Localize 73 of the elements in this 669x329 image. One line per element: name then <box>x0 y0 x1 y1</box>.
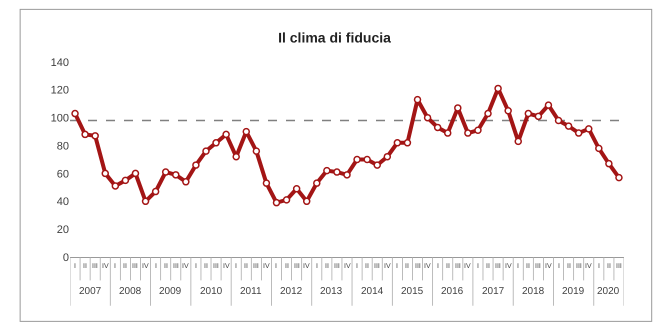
point <box>132 170 140 178</box>
point <box>524 110 532 118</box>
point <box>534 112 542 120</box>
point <box>262 179 270 187</box>
point <box>554 116 562 124</box>
y-tick-label: 140 <box>50 56 69 69</box>
text: 2012 <box>280 286 303 297</box>
point <box>615 174 623 182</box>
point <box>484 110 492 118</box>
point <box>424 114 432 122</box>
y-tick-label: 0 <box>62 252 69 264</box>
point <box>172 171 180 179</box>
point <box>464 129 472 137</box>
point <box>252 147 260 155</box>
point <box>142 198 150 206</box>
point <box>363 156 371 164</box>
point <box>182 178 190 186</box>
y-tick-label: 100 <box>50 112 69 125</box>
point <box>353 156 361 164</box>
text: 2017 <box>482 286 505 297</box>
point <box>272 198 280 206</box>
point <box>504 107 512 114</box>
point <box>474 126 482 134</box>
point <box>212 139 220 147</box>
point <box>333 168 341 176</box>
point <box>343 171 351 179</box>
text: 2010 <box>200 286 223 297</box>
point <box>414 96 422 104</box>
point <box>112 182 120 190</box>
point <box>444 129 452 137</box>
point <box>394 139 402 147</box>
point <box>323 166 331 174</box>
y-tick-label: 120 <box>50 84 69 97</box>
point <box>202 147 210 155</box>
point <box>434 124 442 132</box>
text: 2015 <box>401 286 424 297</box>
point <box>302 198 310 206</box>
point <box>162 168 170 176</box>
point <box>313 179 321 187</box>
text: 2018 <box>522 286 545 297</box>
y-tick-label: 80 <box>56 140 69 152</box>
point <box>605 160 613 168</box>
point <box>564 122 572 130</box>
text: 2011 <box>240 286 262 297</box>
point <box>91 132 99 140</box>
text: 2016 <box>441 286 464 297</box>
text: 2007 <box>79 286 102 297</box>
point <box>81 130 89 138</box>
point <box>71 110 79 118</box>
text: 2020 <box>597 286 620 297</box>
point <box>222 130 230 138</box>
point <box>544 101 552 109</box>
y-tick-label: 40 <box>56 196 69 208</box>
point <box>292 185 300 192</box>
point <box>384 152 392 160</box>
point <box>585 125 592 133</box>
text: 2008 <box>119 286 142 297</box>
point <box>404 139 412 147</box>
point <box>574 129 582 137</box>
text: 2014 <box>361 286 384 297</box>
point <box>102 170 109 178</box>
point <box>122 176 130 184</box>
point <box>595 144 603 152</box>
text: 2013 <box>320 286 343 297</box>
point <box>282 196 290 204</box>
point <box>192 161 200 169</box>
y-tick-label: 60 <box>56 168 69 180</box>
chart-title: Il clima di fiducia <box>278 30 392 46</box>
point <box>152 188 160 196</box>
point <box>373 161 381 169</box>
y-tick-label: 20 <box>56 224 69 236</box>
text: 2009 <box>159 286 182 297</box>
text: 2019 <box>562 286 585 297</box>
